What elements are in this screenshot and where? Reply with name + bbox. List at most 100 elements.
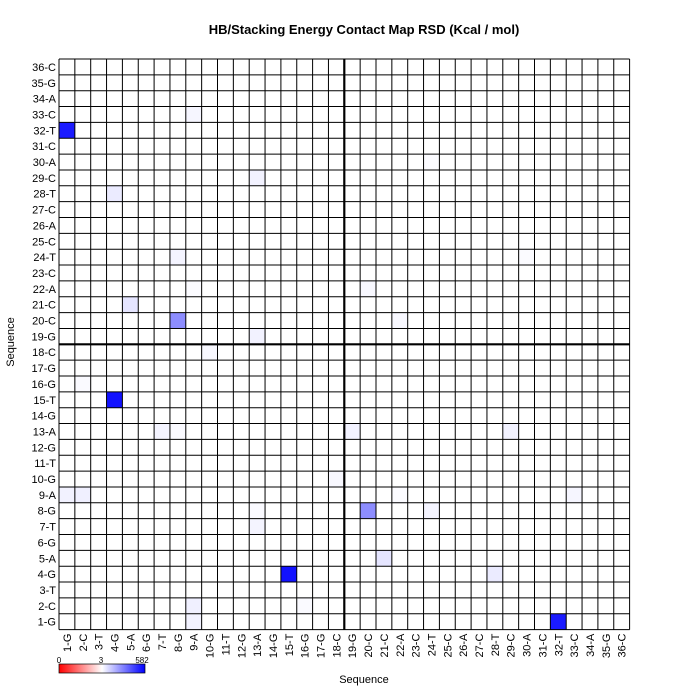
heatmap-cell — [169, 312, 186, 329]
heatmap-cell — [106, 185, 123, 202]
x-tick-label: 11-T — [220, 633, 232, 655]
x-tick-label: 8-G — [173, 634, 185, 652]
heatmap-cell — [249, 169, 266, 186]
x-tick-label: 27-C — [474, 634, 486, 658]
y-tick-label: 25-C — [32, 236, 56, 248]
x-tick-label: 16-G — [300, 634, 312, 658]
heatmap-cell — [518, 249, 535, 266]
y-tick-label: 9-A — [39, 490, 57, 502]
x-tick-label: 36-C — [617, 634, 629, 658]
colorbar — [58, 663, 146, 674]
y-tick-label: 19-G — [32, 331, 56, 343]
y-tick-label: 3-T — [40, 585, 57, 597]
x-tick-label: 6-G — [141, 634, 153, 652]
y-tick-label: 13-A — [33, 426, 57, 438]
x-tick-label: 4-G — [109, 634, 121, 652]
heatmap-cell — [344, 423, 361, 440]
y-tick-label: 34-A — [33, 94, 57, 106]
y-tick-label: 26-A — [33, 220, 57, 232]
y-tick-label: 27-C — [32, 205, 56, 217]
heatmap-cell — [486, 566, 503, 583]
x-tick-label: 1-G — [62, 634, 74, 652]
y-tick-label: 28-T — [33, 189, 56, 201]
y-tick-label: 11-T — [34, 458, 56, 470]
heatmap-cell — [328, 471, 345, 487]
y-tick-label: 31-C — [32, 141, 56, 153]
y-tick-label: 32-T — [33, 125, 56, 137]
heatmap-cell — [185, 597, 202, 614]
chart-title: HB/Stacking Energy Contact Map RSD (Kcal… — [209, 22, 520, 37]
x-tick-label: 32-T — [553, 633, 565, 656]
y-tick-label: 22-A — [33, 284, 57, 296]
heatmap-cell — [154, 423, 170, 440]
x-tick-label: 19-G — [347, 634, 359, 658]
y-tick-label: 1-G — [38, 617, 56, 629]
y-tick-label: 6-G — [38, 537, 56, 549]
heatmap-cell — [59, 122, 75, 139]
x-tick-label: 2-C — [78, 634, 90, 652]
x-tick-labels: 1-G 2-C 3-T 4-G 5-A 6-G 7-T 8-G 9-A 10-G 11-T 12-G 1… — [62, 633, 629, 658]
x-tick-label: 12-G — [236, 634, 248, 658]
y-tick-label: 33-C — [32, 109, 56, 121]
heatmap-cell — [376, 550, 392, 567]
x-tick-label: 24-T — [426, 633, 438, 656]
y-tick-label: 4-G — [38, 569, 56, 581]
x-tick-label: 25-C — [442, 634, 454, 658]
heatmap-cell — [122, 296, 139, 313]
x-tick-label: 31-C — [537, 634, 549, 658]
heatmap-cell — [185, 613, 202, 630]
heatmap-cell — [360, 502, 376, 519]
y-tick-label: 10-G — [32, 474, 56, 486]
heatmap-cell — [550, 613, 567, 630]
y-tick-label: 24-T — [33, 252, 56, 264]
x-tick-label: 30-A — [522, 633, 534, 657]
y-tick-label: 2-C — [38, 601, 56, 613]
x-tick-label: 33-C — [569, 634, 581, 658]
heatmap-cell — [74, 486, 91, 503]
heatmap-cell — [249, 518, 266, 535]
heatmap-cell — [185, 106, 202, 123]
heatmap-cell — [249, 502, 266, 519]
x-tick-label: 10-G — [205, 634, 217, 658]
heatmap-cell — [249, 328, 266, 345]
x-tick-label: 15-T — [284, 633, 296, 656]
heatmap-cell — [502, 423, 519, 440]
y-tick-label: 36-C — [32, 62, 56, 74]
heatmap-cell — [360, 280, 376, 297]
heatmap-cell — [106, 391, 123, 408]
x-tick-label: 21-C — [379, 634, 391, 658]
x-tick-label: 23-C — [411, 634, 423, 658]
x-tick-label: 14-G — [268, 634, 280, 658]
x-tick-label: 3-T — [94, 633, 106, 650]
heatmap-cell — [169, 423, 186, 440]
y-tick-label: 12-G — [32, 442, 56, 454]
y-axis-label: Sequence — [5, 317, 17, 367]
y-tick-labels: 1-G 2-C 3-T 4-G 5-A 6-G 7-T 8-G 9-A 10-G 11-T 12-G 1… — [32, 62, 57, 629]
heatmap-cell — [566, 486, 583, 503]
y-tick-label: 5-A — [39, 553, 57, 565]
y-tick-label: 29-C — [32, 173, 56, 185]
y-tick-label: 18-C — [32, 347, 56, 359]
x-tick-label: 5-A — [125, 633, 137, 651]
y-tick-label: 20-C — [32, 316, 56, 328]
x-tick-label: 7-T — [157, 633, 169, 650]
heatmap-cell — [391, 486, 408, 503]
grid-lines — [58, 58, 631, 631]
y-tick-label: 21-C — [32, 300, 56, 312]
x-tick-label: 20-C — [363, 634, 375, 658]
heatmap-cell — [423, 154, 440, 170]
x-axis-label: Sequence — [339, 674, 389, 686]
colorbar-max-label: 582 — [135, 656, 149, 665]
x-tick-label: 34-A — [585, 633, 597, 657]
colorbar-mid-label: 3 — [99, 656, 104, 665]
heatmap-cell — [296, 597, 313, 614]
x-tick-label: 35-G — [601, 634, 613, 658]
x-tick-label: 9-A — [189, 633, 201, 651]
y-tick-label: 14-G — [32, 411, 56, 423]
x-tick-label: 26-A — [458, 633, 470, 657]
y-tick-label: 30-A — [33, 157, 57, 169]
heatmap-cell — [169, 249, 186, 266]
colorbar-min-label: 0 — [57, 656, 62, 665]
x-tick-label: 13-A — [252, 633, 264, 657]
